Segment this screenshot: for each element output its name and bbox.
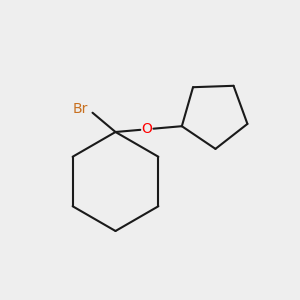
Text: O: O [141, 122, 152, 136]
Text: Br: Br [73, 102, 88, 116]
